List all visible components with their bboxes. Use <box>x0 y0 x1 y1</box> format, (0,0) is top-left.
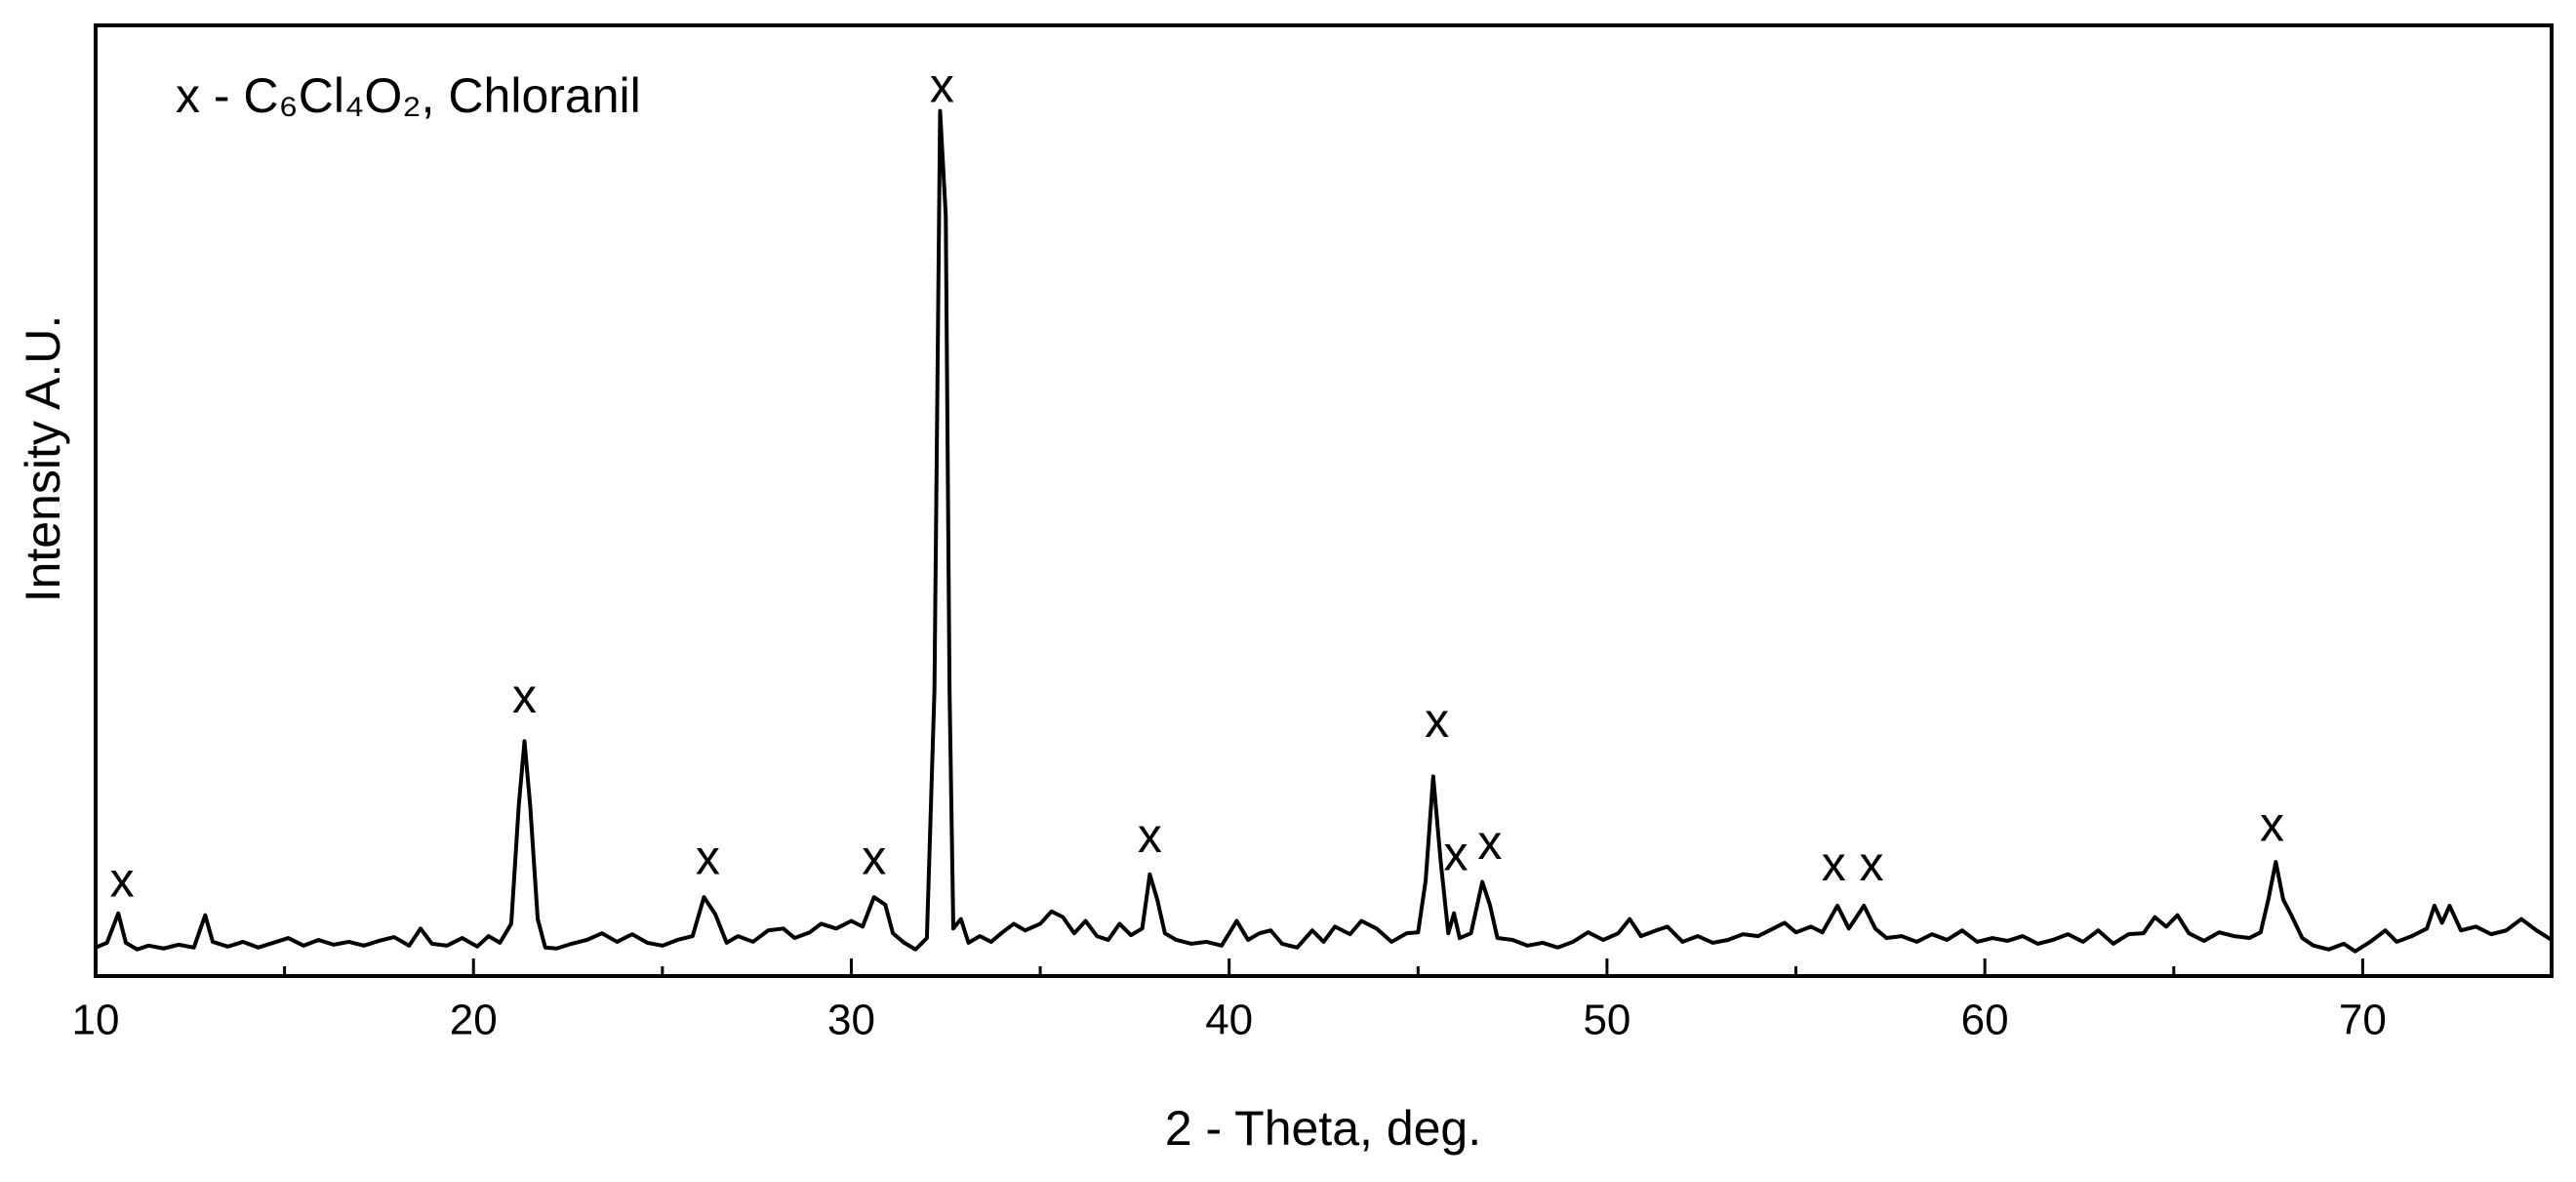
peak-marker: x <box>110 853 135 908</box>
peak-marker: x <box>862 830 886 884</box>
peak-marker: x <box>930 58 954 112</box>
y-axis-label: Intensity A.U. <box>16 315 70 603</box>
x-tick-label: 30 <box>827 997 875 1044</box>
x-tick-label: 20 <box>450 997 498 1044</box>
plot-frame <box>94 23 2554 978</box>
x-tick-label: 50 <box>1583 997 1630 1044</box>
peak-marker: x <box>1822 836 1846 891</box>
xrd-line <box>95 108 2554 954</box>
peak-marker: x <box>1138 808 1162 863</box>
x-tick-label: 60 <box>1961 997 2009 1044</box>
peak-marker: x <box>1425 693 1449 748</box>
peak-marker: x <box>1859 836 1883 891</box>
peak-marker: x <box>696 830 720 884</box>
x-tick-label: 10 <box>72 997 120 1044</box>
legend-text: x - C₆Cl₄O₂, Chloranil <box>176 68 641 123</box>
x-tick-label: 70 <box>2339 997 2387 1044</box>
peak-marker: x <box>512 669 537 723</box>
peak-marker: x <box>1477 815 1502 870</box>
peak-marker: x <box>2260 796 2284 851</box>
x-tick-label: 40 <box>1205 997 1253 1044</box>
peak-marker: x <box>1444 826 1469 880</box>
x-axis-label: 2 - Theta, deg. <box>1165 1101 1481 1156</box>
